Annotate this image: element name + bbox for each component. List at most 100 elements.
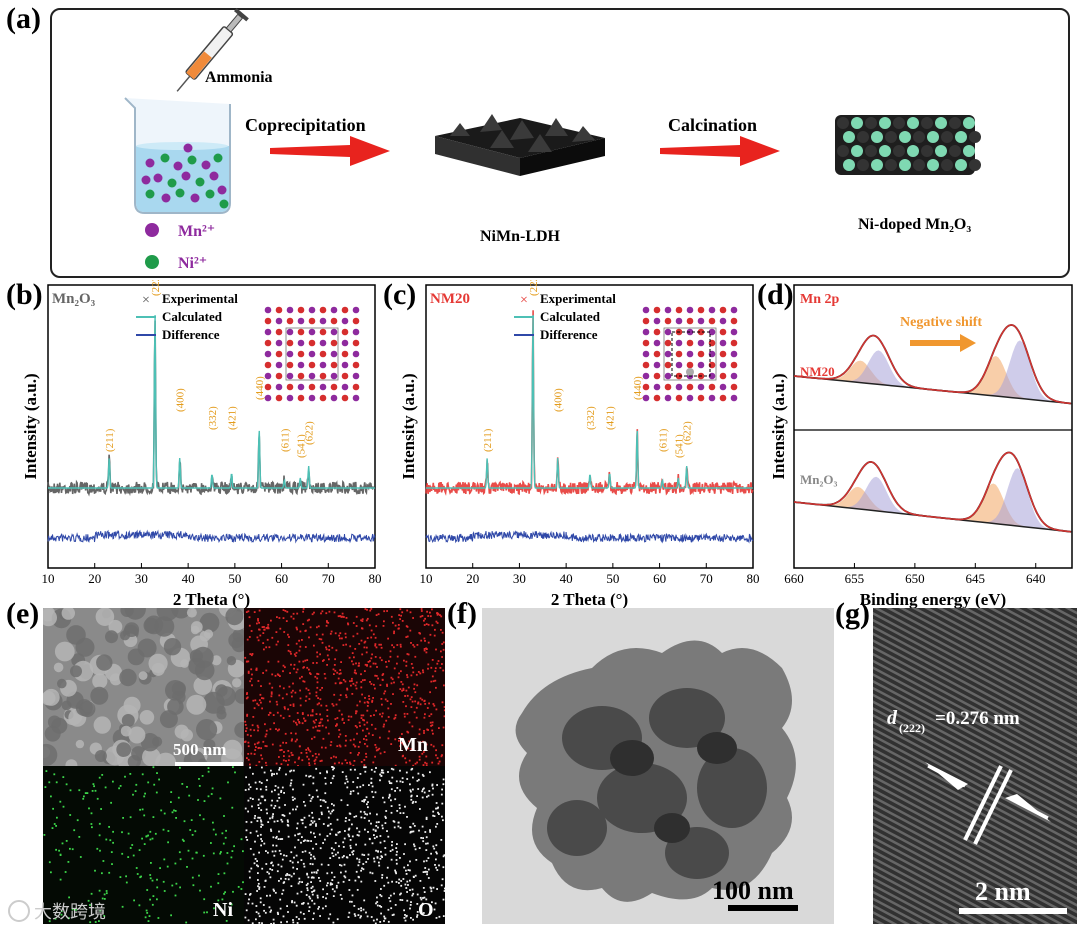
- mn-signal: [285, 742, 288, 744]
- mn-signal: [303, 680, 306, 683]
- mn-signal: [358, 664, 360, 667]
- o-signal: [354, 879, 357, 882]
- mn-signal: [247, 753, 250, 755]
- o-signal: [249, 893, 251, 896]
- o-signal: [340, 799, 343, 802]
- mn-signal: [313, 760, 316, 762]
- ni-signal: [139, 808, 141, 811]
- o-signal: [257, 872, 259, 874]
- mn-signal: [302, 666, 305, 669]
- sem-grain: [196, 719, 218, 741]
- atom: [330, 350, 338, 358]
- mn-signal: [302, 610, 304, 613]
- atom: [697, 328, 705, 336]
- ni-signal: [98, 822, 101, 825]
- o-signal: [331, 777, 334, 780]
- o-signal: [298, 832, 301, 835]
- o-signal: [434, 864, 436, 866]
- mn-signal: [254, 743, 256, 746]
- o-signal: [338, 845, 340, 848]
- mn-signal: [442, 648, 445, 651]
- atom: [352, 383, 360, 391]
- mn-signal: [316, 681, 319, 684]
- mn-signal: [289, 650, 292, 653]
- o-signal: [247, 810, 249, 813]
- o-signal: [261, 922, 263, 924]
- o-signal: [367, 853, 370, 856]
- mn-signal: [296, 723, 298, 726]
- ni-signal: [195, 851, 198, 854]
- xrd-chart-c: 10 20 30 40 50 60 70 802 Theta (°)Intensity (a.…: [399, 280, 760, 609]
- o-signal: [271, 790, 273, 793]
- mn-signal: [427, 623, 430, 626]
- o-signal: [410, 794, 413, 797]
- mn-signal: [410, 696, 413, 698]
- mn-signal: [257, 726, 260, 729]
- mn-signal: [290, 615, 293, 618]
- o-signal: [280, 789, 283, 792]
- o-signal: [247, 919, 250, 922]
- o-signal: [440, 839, 443, 841]
- o-signal: [326, 872, 329, 875]
- mn-signal: [311, 754, 314, 757]
- ion-particle: [219, 199, 229, 209]
- o-signal: [349, 768, 352, 771]
- mn-signal: [365, 738, 368, 741]
- o-signal: [401, 899, 404, 901]
- o-signal: [352, 850, 355, 852]
- mn-signal: [401, 611, 404, 614]
- o-signal: [312, 782, 315, 785]
- ni-signal: [138, 904, 141, 907]
- mn-signal: [321, 724, 324, 727]
- ni-signal: [82, 797, 85, 800]
- ion-particle: [190, 193, 200, 203]
- o-map-label: O: [418, 899, 434, 921]
- o-signal: [429, 829, 431, 831]
- o-signal: [290, 885, 293, 887]
- o-signal: [264, 879, 267, 882]
- mn-signal: [372, 761, 375, 764]
- mn-signal: [305, 687, 308, 690]
- o-signal: [254, 815, 256, 817]
- mn-signal: [362, 714, 365, 717]
- mn-signal: [431, 675, 434, 678]
- ni-signal: [147, 920, 150, 922]
- o-signal: [390, 811, 393, 814]
- ion-particles: [141, 143, 229, 209]
- mn-signal: [370, 608, 373, 610]
- product-grain: [899, 131, 911, 143]
- mn-signal: [295, 671, 298, 674]
- mn-signal: [434, 679, 437, 682]
- atom: [275, 383, 283, 391]
- mn-signal: [385, 719, 388, 722]
- ni-signal: [141, 773, 144, 776]
- mn-signal: [405, 636, 408, 638]
- o-signal: [377, 850, 379, 853]
- o-signal: [374, 922, 377, 924]
- mn-signal: [325, 624, 328, 627]
- peak-label: (622): [682, 421, 694, 445]
- ni-signal: [134, 790, 137, 792]
- mn-signal: [289, 672, 291, 674]
- o-signal: [295, 904, 298, 907]
- legend-entry: Calculated: [162, 309, 223, 324]
- atom: [642, 350, 650, 358]
- o-signal: [410, 798, 413, 801]
- o-signal: [365, 911, 367, 914]
- mn-signal: [360, 619, 362, 622]
- atom: [297, 339, 305, 347]
- o-signal: [311, 821, 314, 824]
- mn-signal: [261, 626, 264, 628]
- product-grain: [865, 117, 877, 129]
- o-signal: [310, 831, 312, 834]
- o-signal: [414, 801, 417, 803]
- mn-signal: [363, 719, 365, 722]
- ni-signal: [234, 771, 236, 774]
- mn-signal: [374, 744, 377, 746]
- mn-signal: [260, 701, 262, 704]
- mn-signal: [435, 686, 437, 689]
- o-signal: [309, 863, 312, 865]
- o-signal: [305, 884, 308, 886]
- atom: [352, 394, 360, 402]
- mn-signal: [427, 641, 430, 644]
